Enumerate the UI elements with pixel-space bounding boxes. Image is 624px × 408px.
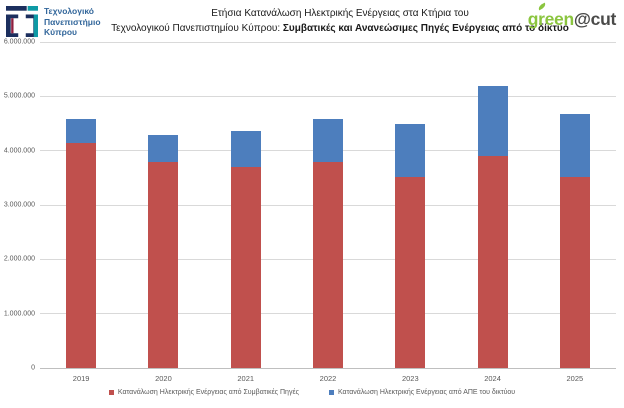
gridline [40,95,616,97]
y-axis-label: 4.000.000 [3,147,35,155]
bar-2019 [66,118,97,368]
bar-segment-res [230,131,261,167]
cut-logo-icon [6,5,38,39]
legend-label: Κατανάλωση Ηλεκτρικής Ενέργειας από Συμβ… [117,389,299,396]
bar-2020 [148,134,179,368]
x-axis-line [40,367,616,369]
bar-segment-conventional [395,176,426,368]
x-axis-label: 2019 [72,374,90,383]
bar-2021 [230,131,261,368]
bar-segment-conventional [559,176,590,368]
bar-segment-conventional [230,166,261,368]
y-axis-label: 6.000.000 [3,38,35,46]
y-axis-label: 0 [31,364,35,372]
bar-segment-res [66,118,97,143]
bar-segment-res [559,114,590,177]
gridline [40,41,616,43]
bar-segment-conventional [313,162,343,368]
bar-segment-res [148,134,179,163]
cut-logo-line1: Τεχνολογικό [44,6,94,16]
chart-title: Ετήσια Κατανάλωση Ηλεκτρικής Ενέργειας σ… [100,7,580,36]
bar-2025 [559,114,590,368]
y-axis-label: 3.000.000 [3,201,35,209]
chart-title-line2: Τεχνολογικού Πανεπιστημίου Κύπρου: Συμβα… [111,22,569,34]
x-axis-label: 2024 [484,374,501,383]
x-axis-label: 2025 [566,374,584,383]
x-axis-label: 2020 [155,374,172,383]
legend-label: Κατανάλωση Ηλεκτρικής Ενέργειας από ΑΠΕ … [337,389,516,396]
bar-segment-conventional [66,142,97,368]
chart-legend: Κατανάλωση Ηλεκτρικής Ενέργειας από Συμβ… [0,389,624,396]
y-axis-label: 5.000.000 [3,92,35,100]
cut-logo-wordmark: Τεχνολογικό Πανεπιστήμιο Κύπρου [44,5,101,38]
chart-title-line1: Ετήσια Κατανάλωση Ηλεκτρικής Ενέργειας σ… [211,8,469,19]
cut-logo-line3: Κύπρου [44,27,77,37]
legend-swatch-icon [328,390,334,395]
bar-segment-conventional [477,156,508,368]
legend-swatch-icon [108,390,114,395]
legend-item: Κατανάλωση Ηλεκτρικής Ενέργειας από ΑΠΕ … [328,389,516,396]
bar-segment-res [313,118,343,163]
bar-segment-res [477,86,508,157]
bar-segment-conventional [148,162,179,368]
greencut-dark-text: @cut [573,9,616,29]
bar-2024 [477,86,508,368]
bar-segment-res [395,123,426,177]
bar-2022 [313,118,343,368]
x-axis-label: 2023 [401,374,419,383]
plot-area: 0 1.000.000 2.000.000 3.000.000 4.000.000 5.0… [4,39,616,383]
bar-2023 [395,123,426,369]
greencut-logo: green@cut [528,2,616,30]
cut-university-logo: Τεχνολογικό Πανεπιστήμιο Κύπρου [6,5,101,39]
greencut-green-text: green [528,2,574,29]
y-axis-label: 2.000.000 [3,255,35,263]
legend-item: Κατανάλωση Ηλεκτρικής Ενέργειας από Συμβ… [108,389,299,396]
x-axis-label: 2022 [319,374,337,383]
y-axis-label: 1.000.000 [3,310,35,318]
cut-logo-line2: Πανεπιστήμιο [44,16,101,27]
x-axis-label: 2021 [237,374,255,383]
